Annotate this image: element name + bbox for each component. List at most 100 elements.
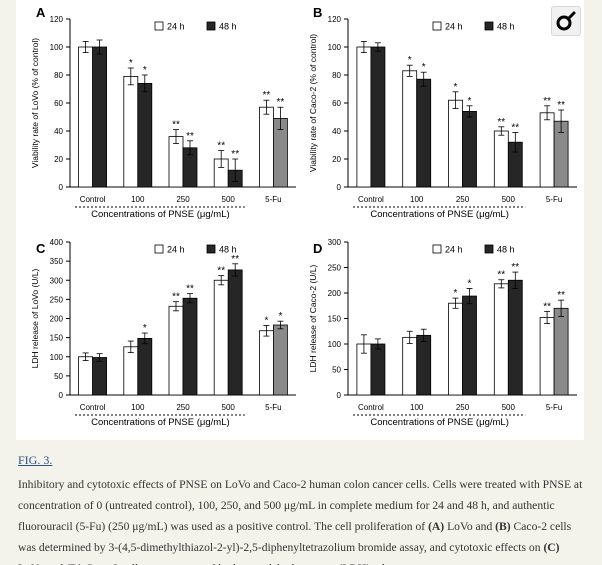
figure-label-link[interactable]: FIG. 3. [18, 453, 53, 467]
bar [123, 346, 139, 396]
x-tick-label: 500 [222, 403, 236, 412]
y-tick-label: 0 [337, 183, 342, 192]
significance-mark: ** [557, 100, 565, 111]
x-tick-label: 5-Fu [546, 195, 562, 204]
y-tick-label: 80 [332, 71, 341, 80]
y-tick-label: 20 [332, 155, 341, 164]
significance-mark: * [468, 96, 472, 107]
legend-swatch [154, 244, 164, 254]
bar [258, 106, 274, 188]
significance-mark: * [129, 58, 133, 69]
bar [448, 99, 463, 188]
bar [272, 324, 288, 396]
x-tick-label: 250 [176, 195, 190, 204]
caption-panel-ref: (C) [543, 541, 560, 554]
significance-mark: ** [557, 290, 565, 301]
legend-label: 48 h [497, 22, 515, 32]
x-axis-label: Concentrations of PNSE (μg/mL) [370, 417, 509, 428]
x-tick-label: Control [80, 403, 106, 412]
legend-label: 24 h [445, 245, 463, 255]
bar [462, 295, 477, 396]
figure-caption: Inhibitory and cytotoxic effects of PNSE… [18, 474, 584, 565]
bar [137, 83, 153, 188]
significance-mark: ** [172, 120, 180, 131]
x-tick-label: 5-Fu [265, 195, 281, 204]
significance-mark: * [422, 62, 426, 73]
x-tick-label: Control [358, 403, 384, 412]
legend-label: 24 h [445, 22, 463, 32]
y-tick-label: 20 [54, 155, 63, 164]
y-tick-label: 60 [332, 99, 341, 108]
significance-mark: ** [172, 292, 180, 303]
caption-panel-ref: (A) [428, 520, 445, 533]
legend-label: 48 h [219, 22, 237, 32]
y-tick-label: 0 [59, 391, 64, 400]
legend-swatch [206, 244, 216, 254]
x-tick-label: 5-Fu [546, 403, 562, 412]
significance-mark: ** [217, 141, 225, 152]
y-tick-label: 150 [328, 315, 342, 324]
bar [78, 356, 93, 396]
bar [370, 46, 386, 188]
x-tick-label: Control [80, 195, 106, 204]
legend-swatch [484, 21, 494, 31]
y-tick-label: 50 [54, 372, 63, 381]
significance-mark: ** [231, 254, 239, 265]
significance-mark: ** [511, 262, 519, 273]
chart-panel-a: A 0 20 40 60 80 100 120 Viability rate of LoVo (… [30, 5, 296, 220]
significance-mark: ** [497, 117, 505, 128]
x-tick-label: 5-Fu [265, 403, 281, 412]
bar [227, 269, 243, 396]
x-axis-label: Concentrations of PNSE (μg/mL) [370, 209, 509, 220]
significance-mark: ** [543, 96, 551, 107]
significance-mark: * [264, 315, 268, 326]
y-tick-label: 200 [50, 315, 64, 324]
zoom-button[interactable] [551, 6, 581, 36]
panel-letter: C [36, 241, 46, 256]
y-tick-label: 100 [50, 353, 64, 362]
figure-charts: A 0 20 40 60 80 100 120 Viability rate of LoVo (… [30, 5, 577, 428]
significance-mark: * [278, 311, 282, 322]
bar [462, 111, 477, 188]
bar [507, 279, 523, 396]
y-tick-label: 40 [332, 127, 341, 136]
caption-text: Caco-2 cells was determined by 3-(4,5-di… [18, 520, 572, 554]
y-tick-label: 200 [328, 289, 342, 298]
y-tick-label: 100 [328, 340, 342, 349]
y-axis-label: Viability rate of LoVo (% of control) [30, 38, 40, 168]
y-tick-label: 80 [54, 71, 63, 80]
bar [493, 283, 509, 396]
x-tick-label: Control [358, 195, 384, 204]
bar [539, 317, 555, 396]
x-tick-label: 100 [131, 403, 145, 412]
x-tick-label: 500 [502, 195, 516, 204]
y-axis-label: LDH release of LoVo (U/L) [30, 268, 40, 368]
legend-label: 48 h [497, 245, 515, 255]
bar [137, 337, 153, 396]
significance-mark: * [454, 288, 458, 299]
caption-text: Caco-2 cells were measured by lactate de… [82, 562, 435, 565]
significance-mark: * [468, 278, 472, 289]
x-axis-label: Concentrations of PNSE (μg/mL) [91, 417, 230, 428]
significance-mark: ** [186, 284, 194, 295]
y-axis-label: Viability rate of Caco-2 (% of control) [308, 34, 318, 172]
bar [92, 46, 107, 188]
y-tick-label: 50 [332, 366, 341, 375]
significance-mark: ** [263, 90, 271, 101]
caption-panel-ref: (B) [495, 520, 511, 533]
legend-label: 24 h [167, 245, 185, 255]
significance-mark: ** [217, 266, 225, 277]
y-tick-label: 120 [328, 15, 342, 24]
x-tick-label: 250 [456, 403, 470, 412]
x-tick-label: 250 [456, 195, 470, 204]
bar [553, 307, 569, 396]
legend-swatch [484, 244, 494, 254]
bar [370, 343, 386, 396]
significance-mark: ** [511, 122, 519, 133]
bar [416, 78, 432, 188]
y-tick-label: 60 [54, 99, 63, 108]
x-tick-label: 250 [176, 403, 190, 412]
caption-text: LoVo and [444, 520, 496, 533]
x-tick-label: 100 [410, 195, 424, 204]
y-tick-label: 250 [328, 264, 342, 273]
